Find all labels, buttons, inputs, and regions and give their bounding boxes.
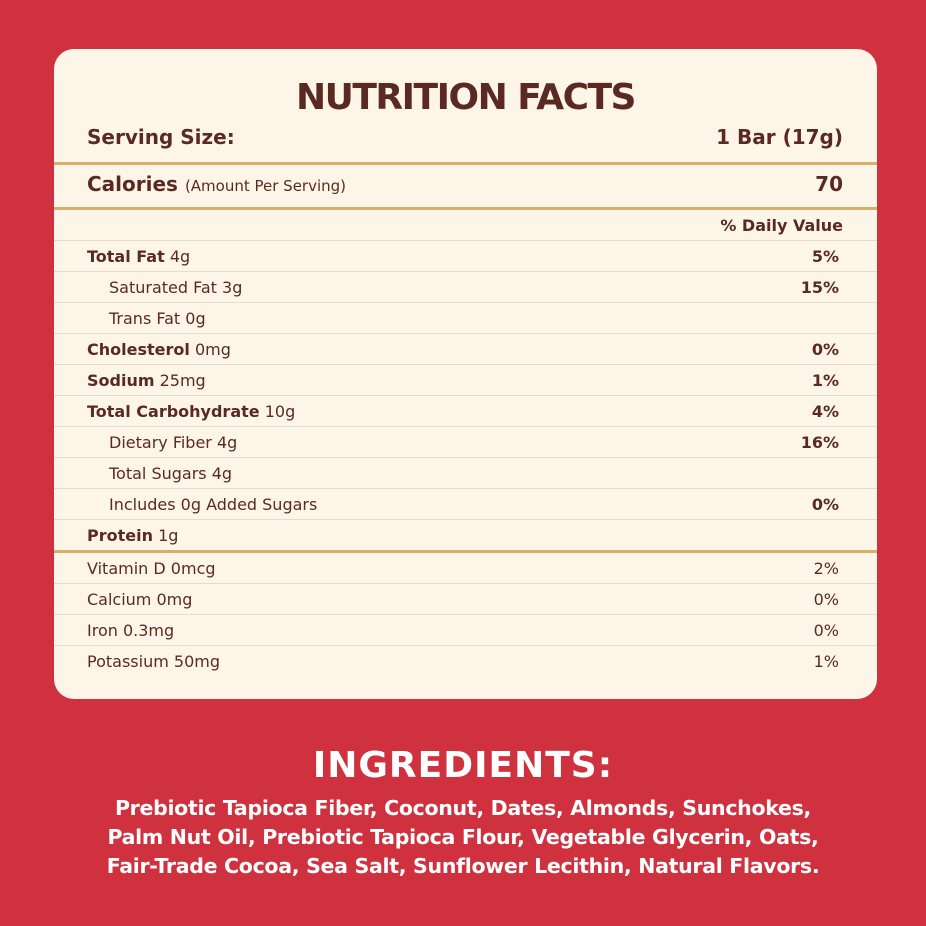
nutrient-amount: 0g [185,308,206,328]
ingredients-line: Fair-Trade Cocoa, Sea Salt, Sunflower Le… [106,854,820,878]
nutrient: Saturated Fat 3g [109,278,242,297]
nutrient-row: Vitamin D 0mcg 2% [54,553,877,584]
nutrient-row: Total Fat 4g 5% [54,241,877,272]
nutrient: Protein 1g [87,526,178,545]
nutrient-amount: 1g [158,525,179,545]
nutrient-name: Vitamin D [87,558,166,578]
nutrient: Trans Fat 0g [109,309,206,328]
nutrient-amount: 50mg [173,651,220,671]
nutrient-amount: 0mcg [170,558,216,578]
daily-value: 15% [800,277,839,297]
nutrient-amount: 0mg [156,589,193,609]
nutrient-row: Trans Fat 0g [54,303,877,334]
nutrient: Sodium 25mg [87,371,206,390]
daily-value: 0% [811,494,839,514]
nutrient: Iron 0.3mg [87,621,174,640]
title: NUTRITION FACTS [296,77,636,118]
nutrient-name: Dietary Fiber [109,432,212,452]
nutrient-row: Iron 0.3mg 0% [54,615,877,646]
nutrient-row: Potassium 50mg 1% [54,646,877,676]
nutrient: Dietary Fiber 4g [109,433,237,452]
nutrient-name: Sodium [87,370,155,390]
daily-value: 5% [811,246,839,266]
nutrient: Total Sugars 4g [109,464,232,483]
nutrient-row: Protein 1g [54,520,877,553]
nutrient-table: % Daily Value Total Fat 4g 5% Saturated Fa… [54,210,877,676]
nutrient-name: Iron [87,620,118,640]
divider [54,162,877,165]
nutrient-name: Calcium [87,589,152,609]
divider [54,207,877,210]
calories-note: (Amount Per Serving) [184,177,347,195]
ingredients-line: Palm Nut Oil, Prebiotic Tapioca Flour, V… [107,825,819,849]
nutrient-name: Total Carbohydrate [87,401,260,421]
nutrient-row: Cholesterol 0mg 0% [54,334,877,365]
nutrient-name: Cholesterol [87,339,190,359]
nutrient-name: Protein [87,525,153,545]
nutrient-name: Saturated Fat [109,277,217,297]
nutrient-row: Sodium 25mg 1% [54,365,877,396]
nutrient-amount: 3g [222,277,243,297]
nutrient: Potassium 50mg [87,652,220,671]
nutrient: Total Carbohydrate 10g [87,402,295,421]
nutrient-amount: 4g [216,432,238,452]
daily-value: 0% [813,620,839,640]
calories-row: Calories (Amount Per Serving) 70 [87,172,843,196]
nutrient-amount: 4g [211,463,233,483]
nutrient: Vitamin D 0mcg [87,559,216,578]
nutrient-row: Saturated Fat 3g 15% [54,272,877,303]
daily-value: 2% [813,558,839,578]
nutrient-name: Total Sugars [109,463,207,483]
ingredients: INGREDIENTS: Prebiotic Tapioca Fiber, Co… [0,745,926,881]
nutrient-row: Dietary Fiber 4g 16% [54,427,877,458]
nutrient-amount: 0mg [194,339,231,359]
nutrient-name: Potassium [87,651,169,671]
serving-value: 1 Bar (17g) [716,125,843,149]
daily-value-label: % Daily Value [720,215,843,235]
nutrient-amount: 10g [264,401,296,421]
calories-value: 70 [815,172,843,196]
nutrient-row: Total Sugars 4g [54,458,877,489]
calories-label: Calories [87,172,178,196]
nutrient-name: Trans Fat [109,308,181,328]
nutrient-amount: 0.3mg [122,620,175,640]
daily-value: 1% [811,370,839,390]
nutrient: Total Fat 4g [87,247,190,266]
serving-row: Serving Size: 1 Bar (17g) [87,125,843,149]
nutrient: Calcium 0mg [87,590,192,609]
nutrient-name: Total Fat [87,246,165,266]
nutrient: Includes 0g Added Sugars [109,495,317,514]
daily-value: 4% [811,401,839,421]
nutrition-card: NUTRITION FACTS Serving Size: 1 Bar (17g… [54,49,877,699]
nutrient-name: Includes 0g Added Sugars [109,494,318,514]
nutrient-row: Total Carbohydrate 10g 4% [54,396,877,427]
nutrient-amount: 4g [169,246,191,266]
daily-value: 1% [813,651,839,671]
ingredients-title: INGREDIENTS: [312,745,614,786]
daily-value: 0% [813,589,839,609]
serving-label: Serving Size: [87,125,235,149]
nutrient-row: Includes 0g Added Sugars 0% [54,489,877,520]
daily-value: 16% [800,432,839,452]
daily-value: 0% [811,339,839,359]
nutrient: Cholesterol 0mg [87,340,231,359]
nutrient-row: Calcium 0mg 0% [54,584,877,615]
ingredients-line: Prebiotic Tapioca Fiber, Coconut, Dates,… [114,796,812,820]
daily-value-header: % Daily Value [54,210,877,241]
nutrient-amount: 25mg [159,370,206,390]
